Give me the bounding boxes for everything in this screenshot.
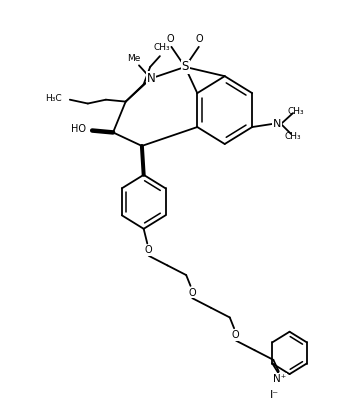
Text: Me: Me xyxy=(128,54,141,63)
Text: O: O xyxy=(144,245,152,255)
Text: CH₃: CH₃ xyxy=(154,43,170,52)
Text: H₃C: H₃C xyxy=(45,94,62,103)
Text: CH₃: CH₃ xyxy=(285,132,301,141)
Text: O: O xyxy=(167,34,175,44)
Text: HO: HO xyxy=(71,124,86,134)
Text: O: O xyxy=(232,330,239,340)
Text: N: N xyxy=(147,72,155,85)
Text: S: S xyxy=(182,60,189,74)
Text: CH₃: CH₃ xyxy=(287,107,304,116)
Text: N⁺: N⁺ xyxy=(273,374,286,384)
Text: N: N xyxy=(273,119,281,129)
Text: O: O xyxy=(196,34,203,44)
Text: O: O xyxy=(188,288,196,298)
Text: I⁻: I⁻ xyxy=(270,390,279,400)
